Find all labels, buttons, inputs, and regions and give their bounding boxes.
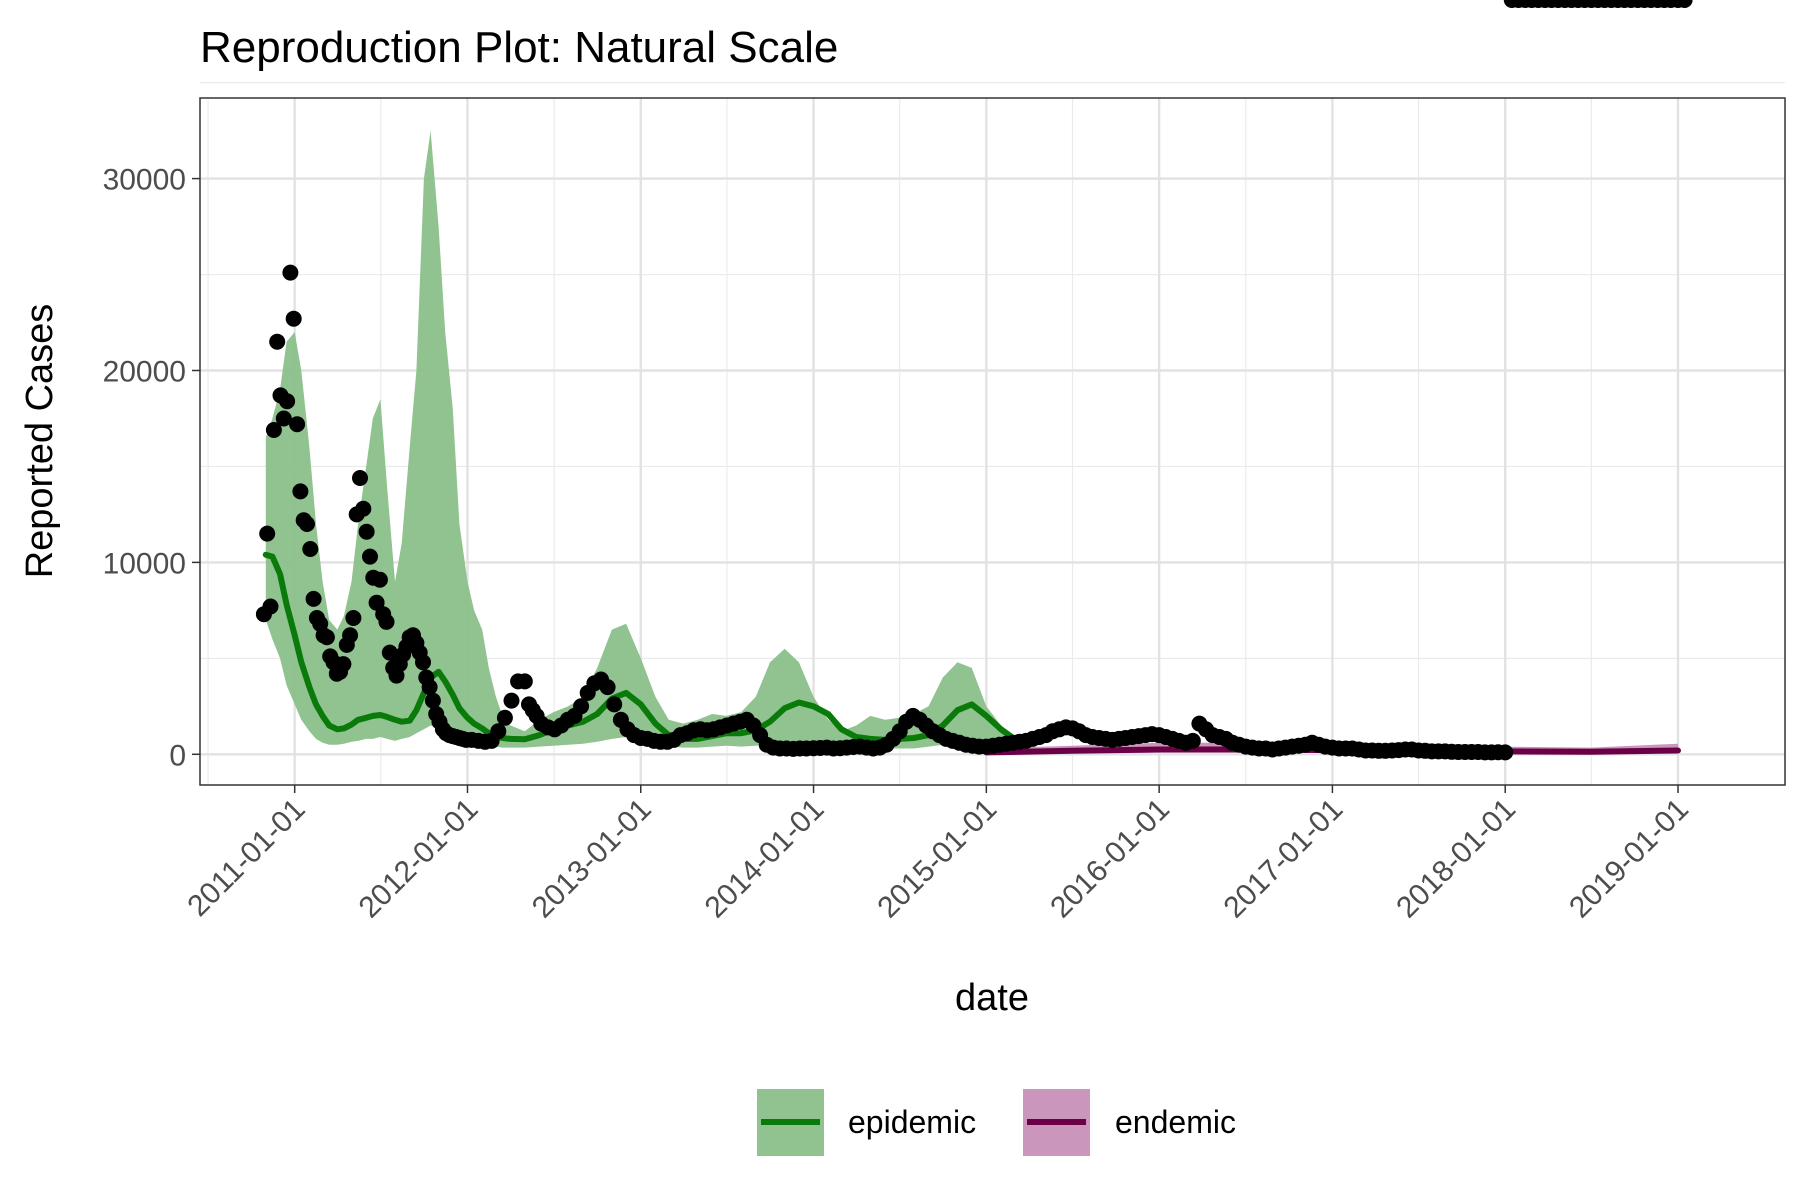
plot-border [199,97,1786,786]
epidemic-band [265,130,1029,750]
data-point [378,613,395,630]
data-point [342,627,359,644]
data-point [573,698,590,715]
data-point [269,333,286,350]
x-tick-label: 2017-01-01 [1217,793,1349,925]
x-tick-label: 2019-01-01 [1563,793,1695,925]
y-tick-label: 30000 [103,164,186,197]
x-tick-label: 2016-01-01 [1044,793,1176,925]
data-point [292,483,309,500]
x-tick-label: 2012-01-01 [353,793,485,925]
data-point [371,571,388,588]
y-axis-label: Reported Cases [19,304,61,579]
data-point [606,696,623,713]
legend-item-endemic: endemic [1023,1089,1236,1156]
data-point [1184,732,1201,749]
y-tick-label: 10000 [103,547,186,580]
x-tick-label: 2015-01-01 [871,793,1003,925]
legend-label: epidemic [848,1104,976,1140]
data-point [305,590,322,607]
legend-label: endemic [1115,1104,1236,1140]
data-point [1497,744,1514,761]
grid-minor [200,82,1785,785]
x-axis-label: date [955,977,1029,1019]
data-point [503,692,520,709]
y-tick-label: 0 [169,739,186,772]
x-tick-label: 2013-01-01 [526,793,658,925]
x-axis: 2011-01-01 2012-01-01 2013-01-01 2014-01-01… [181,785,1695,924]
data-point [282,264,299,281]
chart-title: Reproduction Plot: Natural Scale [200,23,838,72]
data-point [352,470,368,486]
data-point [355,500,372,517]
data-point [599,679,616,696]
data-point [421,679,438,696]
data-point [415,654,431,671]
data-point [299,516,315,532]
data-point [259,525,276,542]
data-point [490,723,507,740]
data-point [516,673,533,690]
data-point [285,310,302,327]
data-point [335,656,352,673]
data-point [362,548,378,565]
data-point [262,598,279,615]
data-point [381,644,398,661]
observed-points [255,0,1693,761]
x-tick-label: 2011-01-01 [181,793,311,923]
data-point [358,523,375,540]
y-axis: 0 10000 20000 30000 [103,164,200,772]
legend: epidemic endemic [757,1089,1236,1156]
data-point [345,610,362,626]
y-tick-label: 20000 [103,355,186,388]
x-tick-label: 2014-01-01 [699,793,831,925]
data-point [1676,0,1693,8]
legend-item-epidemic: epidemic [757,1089,976,1156]
data-point [424,692,441,709]
data-point [265,422,282,438]
data-point [318,629,335,646]
epidemic-line [262,551,1032,748]
data-point [496,709,513,726]
data-point [275,410,292,427]
data-point [289,416,306,433]
data-point [279,393,296,410]
x-tick-label: 2018-01-01 [1390,793,1522,925]
data-point [302,541,319,557]
